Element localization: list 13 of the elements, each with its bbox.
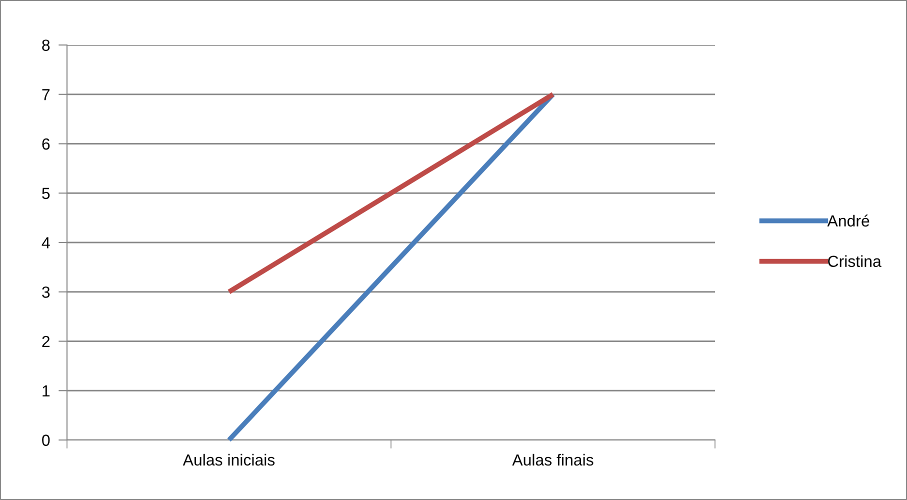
y-tick-label: 6 — [42, 138, 50, 150]
y-tick-label: 2 — [42, 336, 50, 348]
legend-label: André — [827, 214, 870, 227]
x-tick-label: Aulas finais — [512, 454, 594, 466]
y-tick-label: 7 — [42, 89, 50, 100]
y-tick-label: 0 — [42, 434, 50, 446]
y-tick-label: 5 — [42, 188, 50, 200]
legend-label: Cristina — [828, 255, 882, 268]
y-tick-label: 4 — [42, 237, 50, 248]
y-tick-label: 3 — [42, 286, 50, 298]
x-tick-label: Aulas iniciais — [182, 454, 275, 466]
y-tick-label: 8 — [42, 40, 50, 51]
y-tick-label: 1 — [42, 385, 50, 396]
